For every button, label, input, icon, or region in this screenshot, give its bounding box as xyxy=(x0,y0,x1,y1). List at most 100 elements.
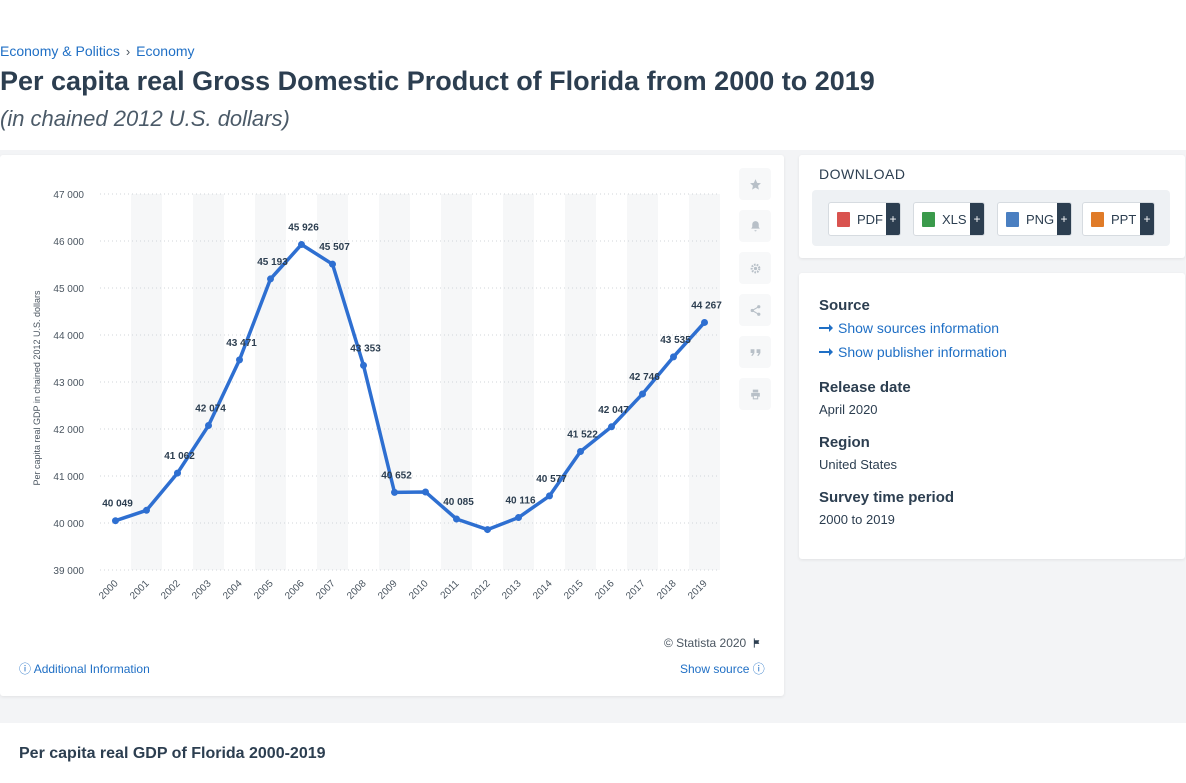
data-label: 43 353 xyxy=(350,343,381,354)
data-label: 45 507 xyxy=(319,242,350,253)
header-area xyxy=(0,0,1186,150)
x-tick-label: 2013 xyxy=(500,578,524,602)
ppt-file-icon xyxy=(1091,211,1104,227)
copyright: © Statista 2020 xyxy=(664,636,763,650)
download-title: DOWNLOAD xyxy=(819,166,906,182)
download-png-label: PNG xyxy=(1026,211,1055,227)
star-icon xyxy=(749,178,761,190)
data-point xyxy=(701,318,708,326)
info-icon: ⓘ xyxy=(752,662,765,676)
favorite-button[interactable] xyxy=(739,168,771,200)
plus-icon: + xyxy=(1140,203,1154,235)
flag-icon[interactable] xyxy=(752,637,763,649)
related-title: Per capita real GDP of Florida 2000-2019 xyxy=(19,745,326,762)
data-label: 45 193 xyxy=(257,257,288,268)
y-tick-label: 43 000 xyxy=(53,378,84,389)
x-tick-label: 2008 xyxy=(345,578,369,602)
chart-card: 39 000 40 000 41 000 42 000 43 000 44 000 45 0… xyxy=(0,155,784,696)
print-icon xyxy=(750,389,760,399)
download-xls-button[interactable]: XLS + xyxy=(913,202,985,236)
x-tick-label: 2019 xyxy=(686,578,710,602)
additional-information-link[interactable]: ⓘ Additional Information xyxy=(19,660,150,677)
info-icon: ⓘ xyxy=(19,662,32,676)
show-publisher-label: Show publisher information xyxy=(838,344,1007,360)
series-line xyxy=(114,242,706,532)
data-point xyxy=(546,492,553,500)
additional-information-label: Additional Information xyxy=(33,662,150,676)
page-title: Per capita real Gross Domestic Product o… xyxy=(0,66,875,96)
data-point xyxy=(422,488,429,496)
show-source-link[interactable]: Show source ⓘ xyxy=(680,660,765,677)
release-date-value: April 2020 xyxy=(819,402,878,417)
data-point xyxy=(174,469,181,477)
x-tick-label: 2018 xyxy=(655,578,679,602)
show-publisher-link[interactable]: Show publisher information xyxy=(819,344,1007,360)
print-button[interactable] xyxy=(739,378,771,410)
data-label: 42 047 xyxy=(598,405,629,416)
data-point xyxy=(143,506,150,514)
arrow-right-icon xyxy=(819,348,833,356)
breadcrumb-economy[interactable]: Economy xyxy=(136,43,195,59)
xls-file-icon xyxy=(922,211,935,227)
download-ppt-button[interactable]: PPT + xyxy=(1082,202,1155,236)
share-icon xyxy=(750,304,760,316)
plus-icon: + xyxy=(970,203,984,235)
y-tick-label: 44 000 xyxy=(53,331,84,342)
data-point xyxy=(298,240,305,248)
related-card: Per capita real GDP of Florida 2000-2019 xyxy=(0,723,1186,783)
x-tick-label: 2000 xyxy=(97,578,121,602)
show-source-label: Show source xyxy=(680,662,750,676)
settings-button[interactable] xyxy=(739,252,771,284)
x-tick-label: 2012 xyxy=(469,578,493,602)
column-band xyxy=(503,194,534,570)
pdf-file-icon xyxy=(837,211,850,227)
source-heading: Source xyxy=(819,297,870,314)
data-point xyxy=(453,515,460,523)
plus-icon: + xyxy=(1057,203,1071,235)
data-label: 40 652 xyxy=(381,470,412,481)
x-tick-label: 2007 xyxy=(314,578,338,602)
download-png-button[interactable]: PNG + xyxy=(997,202,1072,236)
breadcrumb-economy-politics[interactable]: Economy & Politics xyxy=(0,43,120,59)
y-tick-label: 42 000 xyxy=(53,425,84,436)
download-pdf-button[interactable]: PDF + xyxy=(828,202,901,236)
download-xls-label: XLS xyxy=(942,211,967,227)
cite-button[interactable] xyxy=(739,336,771,368)
download-card: DOWNLOAD PDF + XLS + PNG + PPT + xyxy=(799,155,1185,258)
data-label: 40 577 xyxy=(536,474,567,485)
data-point xyxy=(236,356,243,364)
data-label: 41 522 xyxy=(567,429,598,440)
x-tick-label: 2011 xyxy=(439,578,462,601)
data-label: 43 471 xyxy=(226,338,257,349)
y-axis-label: Per capita real GDP in chained 2012 U.S.… xyxy=(32,290,42,485)
data-label: 42 746 xyxy=(629,372,660,383)
breadcrumb-separator: › xyxy=(125,43,131,59)
data-label: 40 049 xyxy=(102,499,133,510)
region-value: United States xyxy=(819,457,898,472)
download-options: PDF + XLS + PNG + PPT + xyxy=(812,190,1170,246)
show-sources-link[interactable]: Show sources information xyxy=(819,320,999,336)
data-point xyxy=(670,353,677,361)
x-tick-label: 2009 xyxy=(376,578,400,602)
data-label: 40 085 xyxy=(443,497,474,508)
data-point xyxy=(639,390,646,398)
data-point xyxy=(112,517,119,525)
x-tick-label: 2017 xyxy=(624,578,648,602)
y-tick-label: 46 000 xyxy=(53,237,84,248)
y-tick-label: 40 000 xyxy=(53,519,84,530)
info-card: Source Show sources information Show pub… xyxy=(799,273,1185,559)
x-tick-label: 2005 xyxy=(252,578,276,602)
data-point xyxy=(515,514,522,522)
breadcrumb: Economy & Politics › Economy xyxy=(0,43,195,59)
x-tick-label: 2016 xyxy=(593,578,617,602)
notification-button[interactable] xyxy=(739,210,771,242)
data-point xyxy=(577,447,584,455)
show-sources-label: Show sources information xyxy=(838,320,1000,336)
x-tick-label: 2014 xyxy=(531,578,555,602)
quote-icon xyxy=(750,348,760,356)
plus-icon: + xyxy=(886,203,900,235)
share-button[interactable] xyxy=(739,294,771,326)
data-label: 41 062 xyxy=(164,451,195,462)
column-band xyxy=(379,194,410,570)
y-tick-label: 41 000 xyxy=(53,472,84,483)
